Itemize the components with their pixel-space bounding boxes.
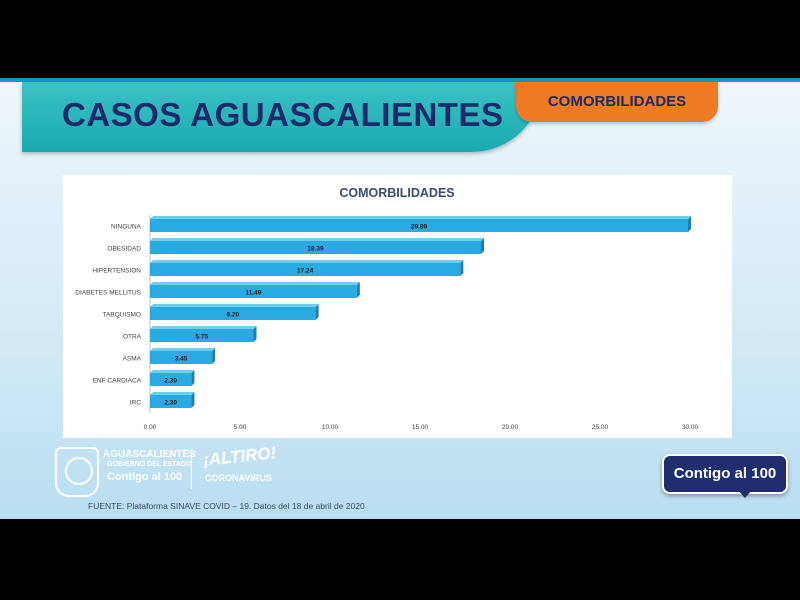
contigo-badge: Contigo al 100: [662, 454, 788, 494]
data-label-5: 5.75: [195, 334, 208, 341]
logo-divider: [191, 449, 192, 489]
bar-2: [150, 263, 461, 276]
category-label-2: HIPERTENSION: [92, 268, 141, 275]
data-label-2: 17.24: [297, 268, 314, 275]
x-tick-label-4: 20.00: [502, 424, 519, 431]
chart-title: COMORBILIDADES: [339, 186, 454, 200]
comorbidities-bar-chart: COMORBILIDADES NINGUNA 29.89 OBESIDAD 18.39…: [75, 186, 699, 431]
category-label-5: OTRA: [123, 334, 142, 341]
bar-6: [150, 351, 213, 364]
badge-tail: [738, 490, 752, 498]
bar-top-3: [150, 282, 360, 285]
altiro-logo: ¡ALTIRO!: [202, 443, 278, 470]
bar-side-1: [481, 238, 485, 254]
bar-4: [150, 307, 316, 320]
state-name: AGUASCALIENTES: [103, 449, 196, 460]
category-label-0: NINGUNA: [111, 224, 142, 231]
bar-side-2: [460, 260, 464, 276]
bar-7: [150, 373, 192, 386]
bar-side-3: [356, 282, 360, 298]
data-label-8: 2.30: [164, 400, 177, 407]
x-tick-label-2: 10.00: [322, 424, 339, 431]
bar-top-6: [150, 348, 216, 351]
category-label-7: ENF CARDIACA: [93, 378, 142, 385]
x-tick-label-1: 5.00: [234, 424, 247, 431]
chart-panel: COMORBILIDADES NINGUNA 29.89 OBESIDAD 18.39…: [63, 175, 732, 438]
top-border: [0, 78, 800, 82]
source-note: FUENTE: Plataforma SINAVE COVID – 19. Da…: [88, 501, 365, 511]
bar-8: [150, 395, 192, 408]
state-slogan: Contigo al 100: [107, 471, 183, 483]
slide: CASOS AGUASCALIENTES COMORBILIDADES COMO…: [0, 78, 800, 519]
x-tick-label-6: 30.00: [682, 424, 699, 431]
title-banner: CASOS AGUASCALIENTES: [22, 82, 542, 152]
bar-1: [150, 241, 482, 254]
data-label-4: 9.20: [226, 312, 239, 319]
category-label-6: ASMA: [123, 356, 142, 363]
section-tag: COMORBILIDADES: [516, 82, 718, 122]
section-tag-label: COMORBILIDADES: [547, 93, 687, 110]
bar-side-6: [212, 348, 216, 364]
category-label-1: OBESIDAD: [107, 246, 141, 253]
contigo-badge-label: Contigo al 100: [673, 465, 777, 482]
bar-side-4: [315, 304, 319, 320]
bar-top-8: [150, 392, 195, 395]
data-label-1: 18.39: [307, 246, 324, 253]
bar-3: [150, 285, 357, 298]
bar-top-2: [150, 260, 464, 263]
bar-5: [150, 329, 254, 342]
bar-top-4: [150, 304, 319, 307]
x-tick-label-3: 15.00: [412, 424, 429, 431]
footer-logos: AGUASCALIENTES GOBIERNO DEL ESTADO Conti…: [55, 443, 475, 505]
bar-side-8: [191, 392, 195, 408]
data-label-7: 2.30: [164, 378, 177, 385]
bar-top-0: [150, 216, 692, 219]
bar-side-0: [688, 216, 692, 232]
bar-side-7: [191, 370, 195, 386]
coronavirus-label: CORONAVIRUS: [205, 473, 272, 483]
bar-0: [150, 219, 689, 232]
page-title: CASOS AGUASCALIENTES: [62, 96, 504, 133]
category-label-8: IRC: [130, 400, 142, 407]
state-crest-icon: [55, 447, 99, 497]
bar-top-7: [150, 370, 195, 373]
data-label-6: 3.45: [175, 356, 188, 363]
data-label-3: 11.49: [245, 290, 261, 297]
x-tick-label-5: 25.00: [592, 424, 609, 431]
state-government-label: GOBIERNO DEL ESTADO: [107, 461, 192, 468]
bar-top-5: [150, 326, 257, 329]
x-tick-label-0: 0.00: [144, 424, 157, 431]
category-label-4: TABQUISMO: [102, 312, 141, 319]
data-label-0: 29.89: [411, 224, 428, 231]
bar-side-5: [253, 326, 257, 342]
bar-top-1: [150, 238, 485, 241]
category-label-3: DIABETES MELLITUS: [75, 290, 141, 297]
